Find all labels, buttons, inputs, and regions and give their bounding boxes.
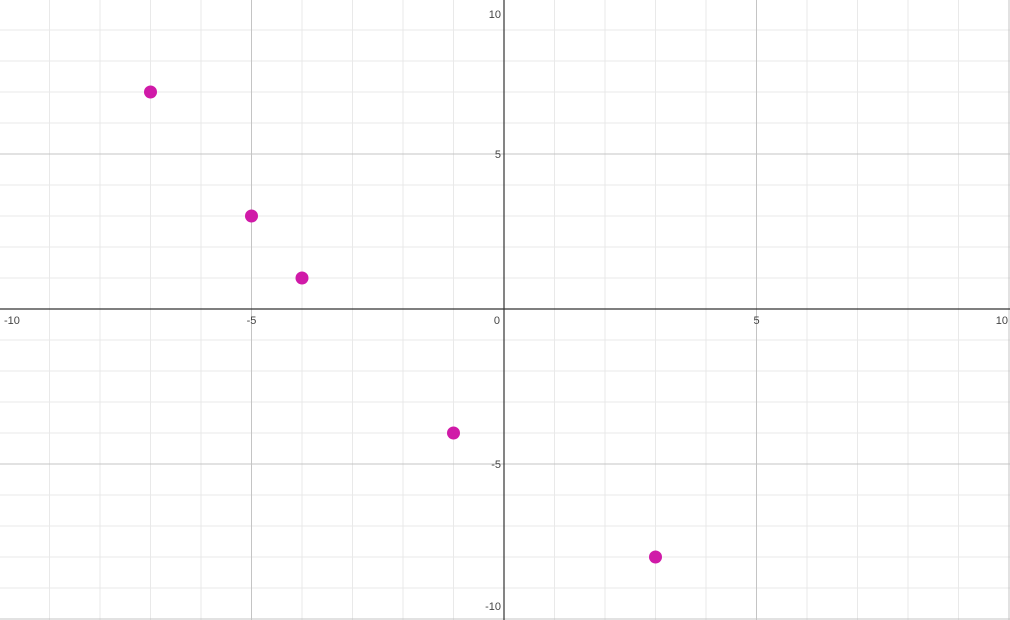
y-tick-label: 5 bbox=[495, 149, 501, 161]
x-tick-label: 0 bbox=[494, 315, 500, 327]
x-tick-label: -10 bbox=[4, 315, 20, 327]
x-tick-label: 5 bbox=[753, 315, 759, 327]
y-tick-label: -10 bbox=[485, 601, 501, 613]
data-point bbox=[144, 85, 157, 99]
y-tick-label: -5 bbox=[491, 459, 501, 471]
x-tick-label: -5 bbox=[247, 315, 257, 327]
data-point bbox=[447, 426, 460, 440]
data-points bbox=[144, 85, 662, 564]
data-point bbox=[295, 271, 309, 285]
data-point bbox=[245, 209, 258, 223]
data-point bbox=[649, 550, 662, 564]
x-tick-label: 10 bbox=[996, 315, 1008, 327]
tick-labels: -10 -5 0 5 10 10 5 -5 -10 bbox=[4, 9, 1008, 613]
y-tick-label: 10 bbox=[489, 9, 501, 21]
